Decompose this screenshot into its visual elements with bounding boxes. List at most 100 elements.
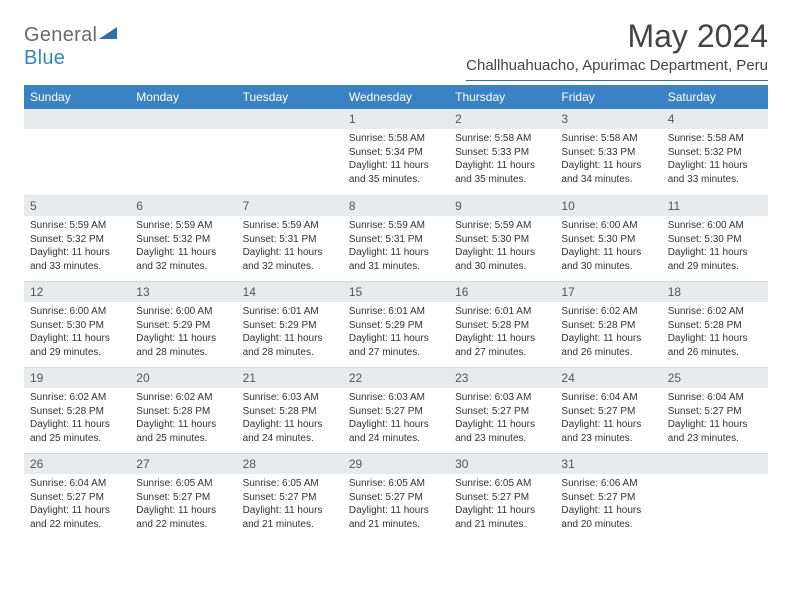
daylight-line1: Daylight: 11 hours	[668, 246, 762, 260]
daylight-line1: Daylight: 11 hours	[349, 159, 443, 173]
daylight-line2: and 23 minutes.	[455, 432, 549, 446]
sunset-text: Sunset: 5:30 PM	[30, 319, 124, 333]
sunrise-text: Sunrise: 6:03 AM	[349, 391, 443, 405]
sunrise-text: Sunrise: 6:01 AM	[455, 305, 549, 319]
logo-text-blue: Blue	[24, 47, 65, 69]
calendar-cell: 10Sunrise: 6:00 AMSunset: 5:30 PMDayligh…	[555, 195, 661, 281]
day-number: 2	[449, 109, 555, 129]
sunset-text: Sunset: 5:33 PM	[455, 146, 549, 160]
day-number	[662, 453, 768, 474]
day-data: Sunrise: 6:00 AMSunset: 5:30 PMDaylight:…	[555, 216, 661, 277]
day-data: Sunrise: 6:00 AMSunset: 5:29 PMDaylight:…	[130, 302, 236, 363]
day-data: Sunrise: 5:58 AMSunset: 5:34 PMDaylight:…	[343, 129, 449, 190]
daylight-line2: and 28 minutes.	[136, 346, 230, 360]
day-number: 4	[662, 109, 768, 129]
daylight-line2: and 29 minutes.	[30, 346, 124, 360]
daylight-line1: Daylight: 11 hours	[30, 332, 124, 346]
calendar-body: 1Sunrise: 5:58 AMSunset: 5:34 PMDaylight…	[24, 109, 768, 539]
day-number: 13	[130, 281, 236, 302]
daylight-line2: and 24 minutes.	[349, 432, 443, 446]
daylight-line1: Daylight: 11 hours	[455, 332, 549, 346]
day-number: 1	[343, 109, 449, 129]
day-number: 26	[24, 453, 130, 474]
sunrise-text: Sunrise: 6:04 AM	[668, 391, 762, 405]
day-data: Sunrise: 5:59 AMSunset: 5:31 PMDaylight:…	[343, 216, 449, 277]
daylight-line1: Daylight: 11 hours	[561, 504, 655, 518]
weekday-row: Sunday Monday Tuesday Wednesday Thursday…	[24, 85, 768, 109]
calendar-cell: 6Sunrise: 5:59 AMSunset: 5:32 PMDaylight…	[130, 195, 236, 281]
daylight-line1: Daylight: 11 hours	[455, 159, 549, 173]
weekday-tuesday: Tuesday	[237, 85, 343, 109]
daylight-line2: and 35 minutes.	[455, 173, 549, 187]
day-number	[237, 109, 343, 129]
sunset-text: Sunset: 5:28 PM	[455, 319, 549, 333]
sunset-text: Sunset: 5:28 PM	[136, 405, 230, 419]
daylight-line2: and 21 minutes.	[243, 518, 337, 532]
daylight-line1: Daylight: 11 hours	[455, 504, 549, 518]
daylight-line2: and 33 minutes.	[668, 173, 762, 187]
calendar-cell: 23Sunrise: 6:03 AMSunset: 5:27 PMDayligh…	[449, 367, 555, 453]
day-data: Sunrise: 6:04 AMSunset: 5:27 PMDaylight:…	[24, 474, 130, 535]
sunset-text: Sunset: 5:29 PM	[349, 319, 443, 333]
day-number: 19	[24, 367, 130, 388]
sunrise-text: Sunrise: 5:58 AM	[455, 132, 549, 146]
sunset-text: Sunset: 5:29 PM	[243, 319, 337, 333]
sunrise-text: Sunrise: 6:02 AM	[136, 391, 230, 405]
calendar-cell: 29Sunrise: 6:05 AMSunset: 5:27 PMDayligh…	[343, 453, 449, 539]
sunrise-text: Sunrise: 5:59 AM	[243, 219, 337, 233]
sunset-text: Sunset: 5:32 PM	[30, 233, 124, 247]
daylight-line1: Daylight: 11 hours	[455, 418, 549, 432]
sunset-text: Sunset: 5:34 PM	[349, 146, 443, 160]
day-number: 12	[24, 281, 130, 302]
day-number: 11	[662, 195, 768, 216]
daylight-line2: and 25 minutes.	[30, 432, 124, 446]
sunset-text: Sunset: 5:27 PM	[455, 491, 549, 505]
weekday-thursday: Thursday	[449, 85, 555, 109]
daylight-line2: and 27 minutes.	[455, 346, 549, 360]
daylight-line2: and 29 minutes.	[668, 260, 762, 274]
sunrise-text: Sunrise: 5:59 AM	[349, 219, 443, 233]
daylight-line2: and 31 minutes.	[349, 260, 443, 274]
day-number: 22	[343, 367, 449, 388]
daylight-line1: Daylight: 11 hours	[243, 332, 337, 346]
daylight-line1: Daylight: 11 hours	[136, 332, 230, 346]
daylight-line2: and 30 minutes.	[455, 260, 549, 274]
daylight-line1: Daylight: 11 hours	[30, 418, 124, 432]
calendar-cell: 21Sunrise: 6:03 AMSunset: 5:28 PMDayligh…	[237, 367, 343, 453]
sunset-text: Sunset: 5:28 PM	[561, 319, 655, 333]
day-number: 25	[662, 367, 768, 388]
daylight-line1: Daylight: 11 hours	[349, 332, 443, 346]
title-divider	[466, 80, 768, 81]
day-number: 6	[130, 195, 236, 216]
daylight-line1: Daylight: 11 hours	[349, 418, 443, 432]
day-number: 18	[662, 281, 768, 302]
calendar-cell: 3Sunrise: 5:58 AMSunset: 5:33 PMDaylight…	[555, 109, 661, 195]
weekday-sunday: Sunday	[24, 85, 130, 109]
day-number	[24, 109, 130, 129]
calendar-cell: 16Sunrise: 6:01 AMSunset: 5:28 PMDayligh…	[449, 281, 555, 367]
sunrise-text: Sunrise: 6:05 AM	[243, 477, 337, 491]
day-data: Sunrise: 6:05 AMSunset: 5:27 PMDaylight:…	[449, 474, 555, 535]
sunset-text: Sunset: 5:28 PM	[30, 405, 124, 419]
calendar-cell: 5Sunrise: 5:59 AMSunset: 5:32 PMDaylight…	[24, 195, 130, 281]
daylight-line1: Daylight: 11 hours	[561, 159, 655, 173]
calendar-cell: 31Sunrise: 6:06 AMSunset: 5:27 PMDayligh…	[555, 453, 661, 539]
calendar-cell: 15Sunrise: 6:01 AMSunset: 5:29 PMDayligh…	[343, 281, 449, 367]
sunset-text: Sunset: 5:32 PM	[668, 146, 762, 160]
day-number: 31	[555, 453, 661, 474]
sunrise-text: Sunrise: 6:02 AM	[561, 305, 655, 319]
month-title: May 2024	[466, 18, 768, 55]
day-number: 30	[449, 453, 555, 474]
weekday-monday: Monday	[130, 85, 236, 109]
sunrise-text: Sunrise: 6:06 AM	[561, 477, 655, 491]
sunset-text: Sunset: 5:30 PM	[668, 233, 762, 247]
daylight-line2: and 33 minutes.	[30, 260, 124, 274]
day-data: Sunrise: 5:58 AMSunset: 5:32 PMDaylight:…	[662, 129, 768, 190]
day-data: Sunrise: 6:04 AMSunset: 5:27 PMDaylight:…	[555, 388, 661, 449]
logo-triangle-icon	[99, 27, 117, 41]
day-data: Sunrise: 6:03 AMSunset: 5:27 PMDaylight:…	[343, 388, 449, 449]
day-number: 20	[130, 367, 236, 388]
calendar-week-row: 19Sunrise: 6:02 AMSunset: 5:28 PMDayligh…	[24, 367, 768, 453]
day-number: 23	[449, 367, 555, 388]
day-data: Sunrise: 6:02 AMSunset: 5:28 PMDaylight:…	[662, 302, 768, 363]
